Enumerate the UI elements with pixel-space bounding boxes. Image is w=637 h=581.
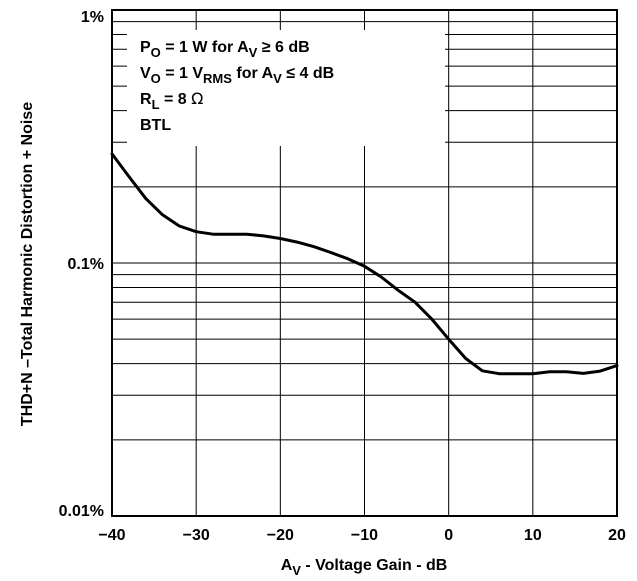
annotation-line-1: PO = 1 W for AV ≥ 6 dB [140,39,310,60]
x-tick-label: 20 [608,527,626,544]
annotation-line-2: VO = 1 VRMS for AV ≤ 4 dB [140,65,334,86]
y-tick-label: 0.1% [68,256,104,273]
annotation-line-3: RL = 8 Ω [140,89,203,112]
annotation-box [127,30,445,146]
y-tick-label: 0.01% [59,503,104,520]
x-tick-label: −20 [267,527,294,544]
x-tick-label: 10 [524,527,542,544]
grid-lines [111,10,618,517]
x-tick-labels: −40 −30 −20 −10 0 10 20 [98,527,626,544]
x-tick-label: −40 [98,527,125,544]
annotation-line-4: BTL [140,117,171,134]
y-tick-label: 1% [81,9,104,26]
x-tick-label: −10 [351,527,378,544]
y-tick-labels: 0.01% 0.1% 1% [59,9,104,520]
y-axis-label: THD+N –Total Harmonic Distortion + Noise [19,102,36,426]
plot-frame [111,9,618,517]
x-tick-label: −30 [183,527,210,544]
x-tick-label: 0 [444,527,453,544]
x-axis-label: AV - Voltage Gain - dB [281,557,448,578]
thd-series-line [110,152,619,376]
